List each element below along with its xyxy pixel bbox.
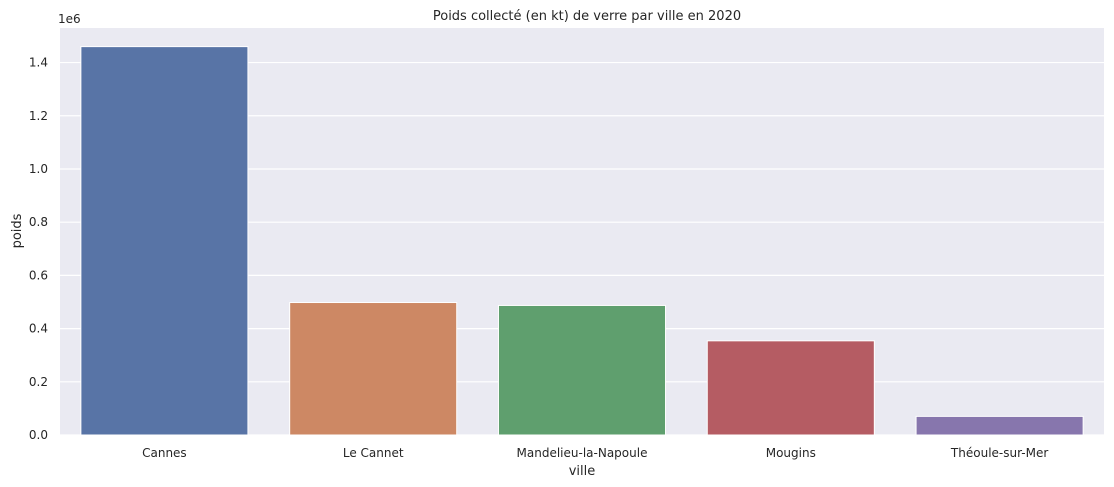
x-tick-label: Le Cannet — [343, 446, 404, 460]
y-axis-title: poids — [10, 213, 25, 248]
bar — [706, 340, 875, 436]
y-tick-label: 0.8 — [29, 215, 48, 229]
y-tick-label: 0.6 — [29, 268, 48, 282]
x-axis-ticks: Cannes Le Cannet Mandelieu-la-Napoule Mougi… — [142, 446, 1048, 460]
bar — [497, 304, 667, 436]
x-tick-label: Cannes — [142, 446, 187, 460]
bar — [289, 302, 458, 436]
x-axis-title: ville — [569, 464, 596, 479]
y-tick-label: 1.0 — [29, 162, 48, 176]
y-tick-label: 0.0 — [29, 428, 48, 442]
bar — [915, 415, 1084, 436]
x-tick-label: Mougins — [766, 446, 816, 460]
y-tick-label: 1.4 — [29, 56, 48, 70]
x-tick-label: Mandelieu-la-Napoule — [517, 446, 648, 460]
bar — [80, 46, 249, 436]
bars — [80, 46, 1084, 436]
chart-title: Poids collecté (en kt) de verre par vill… — [433, 9, 741, 24]
y-tick-label: 1.2 — [29, 109, 48, 123]
y-tick-label: 0.4 — [29, 322, 48, 336]
y-tick-label: 0.2 — [29, 375, 48, 389]
x-tick-label: Théoule-sur-Mer — [950, 446, 1048, 460]
y-axis-scale-label: 1e6 — [58, 12, 81, 26]
y-axis-ticks: 0.0 0.2 0.4 0.6 0.8 1.0 1.2 1.4 — [29, 56, 48, 442]
